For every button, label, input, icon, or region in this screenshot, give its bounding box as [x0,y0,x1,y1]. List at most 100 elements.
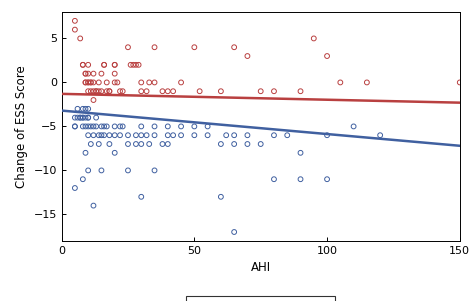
Point [84,80,92,85]
Point [79,107,87,111]
Point [84,124,92,129]
Point [87,124,95,129]
Point [119,89,127,94]
Point [79,177,87,182]
Point [297,177,304,182]
Point [151,124,158,129]
Point [106,89,113,94]
Point [106,89,113,94]
Point [204,133,211,138]
Point [146,141,153,146]
Point [98,124,105,129]
Point [143,133,150,138]
Point [132,133,140,138]
Point [230,133,238,138]
Point [244,133,251,138]
Point [116,89,124,94]
Point [92,115,100,120]
Point [310,36,318,41]
Point [137,133,145,138]
Point [84,133,92,138]
Point [137,80,145,85]
Point [71,186,79,191]
Point [191,124,198,129]
Point [151,168,158,173]
Point [111,62,118,67]
Point [103,80,110,85]
Point [103,89,110,94]
Point [74,107,82,111]
Point [116,124,124,129]
Point [82,115,89,120]
Point [337,80,344,85]
Point [164,89,172,94]
Point [191,133,198,138]
Point [297,150,304,155]
Point [82,71,89,76]
Point [87,80,95,85]
Point [100,124,108,129]
Point [79,124,87,129]
Point [169,133,177,138]
Point [71,115,79,120]
Point [111,71,118,76]
Point [100,133,108,138]
Point [124,141,132,146]
Point [114,80,121,85]
Point [196,89,203,94]
Point [95,141,102,146]
Point [270,177,278,182]
Point [270,89,278,94]
Point [76,115,84,120]
Point [79,62,87,67]
Point [95,80,102,85]
Point [159,141,166,146]
Point [90,133,97,138]
Point [84,71,92,76]
Point [111,124,118,129]
Point [164,133,172,138]
Point [87,80,95,85]
Point [98,133,105,138]
Point [82,80,89,85]
Point [257,141,264,146]
Point [100,62,108,67]
Point [257,89,264,94]
Point [127,62,135,67]
Point [177,133,185,138]
Point [79,115,87,120]
Point [84,168,92,173]
Point [84,107,92,111]
Point [84,115,92,120]
Point [106,141,113,146]
Point [124,45,132,50]
Point [135,62,142,67]
Point [222,133,230,138]
Point [76,115,84,120]
Point [230,230,238,234]
Point [82,107,89,111]
Point [82,150,89,155]
Point [90,203,97,208]
Point [84,62,92,67]
Point [84,89,92,94]
Point [71,27,79,32]
Point [124,168,132,173]
Point [456,80,464,85]
Point [116,133,124,138]
Point [82,80,89,85]
Point [204,124,211,129]
Point [119,124,127,129]
Point [82,71,89,76]
Point [164,124,172,129]
Point [230,141,238,146]
Point [217,141,225,146]
Point [79,115,87,120]
Point [164,141,172,146]
Point [270,133,278,138]
Point [87,89,95,94]
Point [71,124,79,129]
Point [71,18,79,23]
Point [129,62,137,67]
Point [103,124,110,129]
